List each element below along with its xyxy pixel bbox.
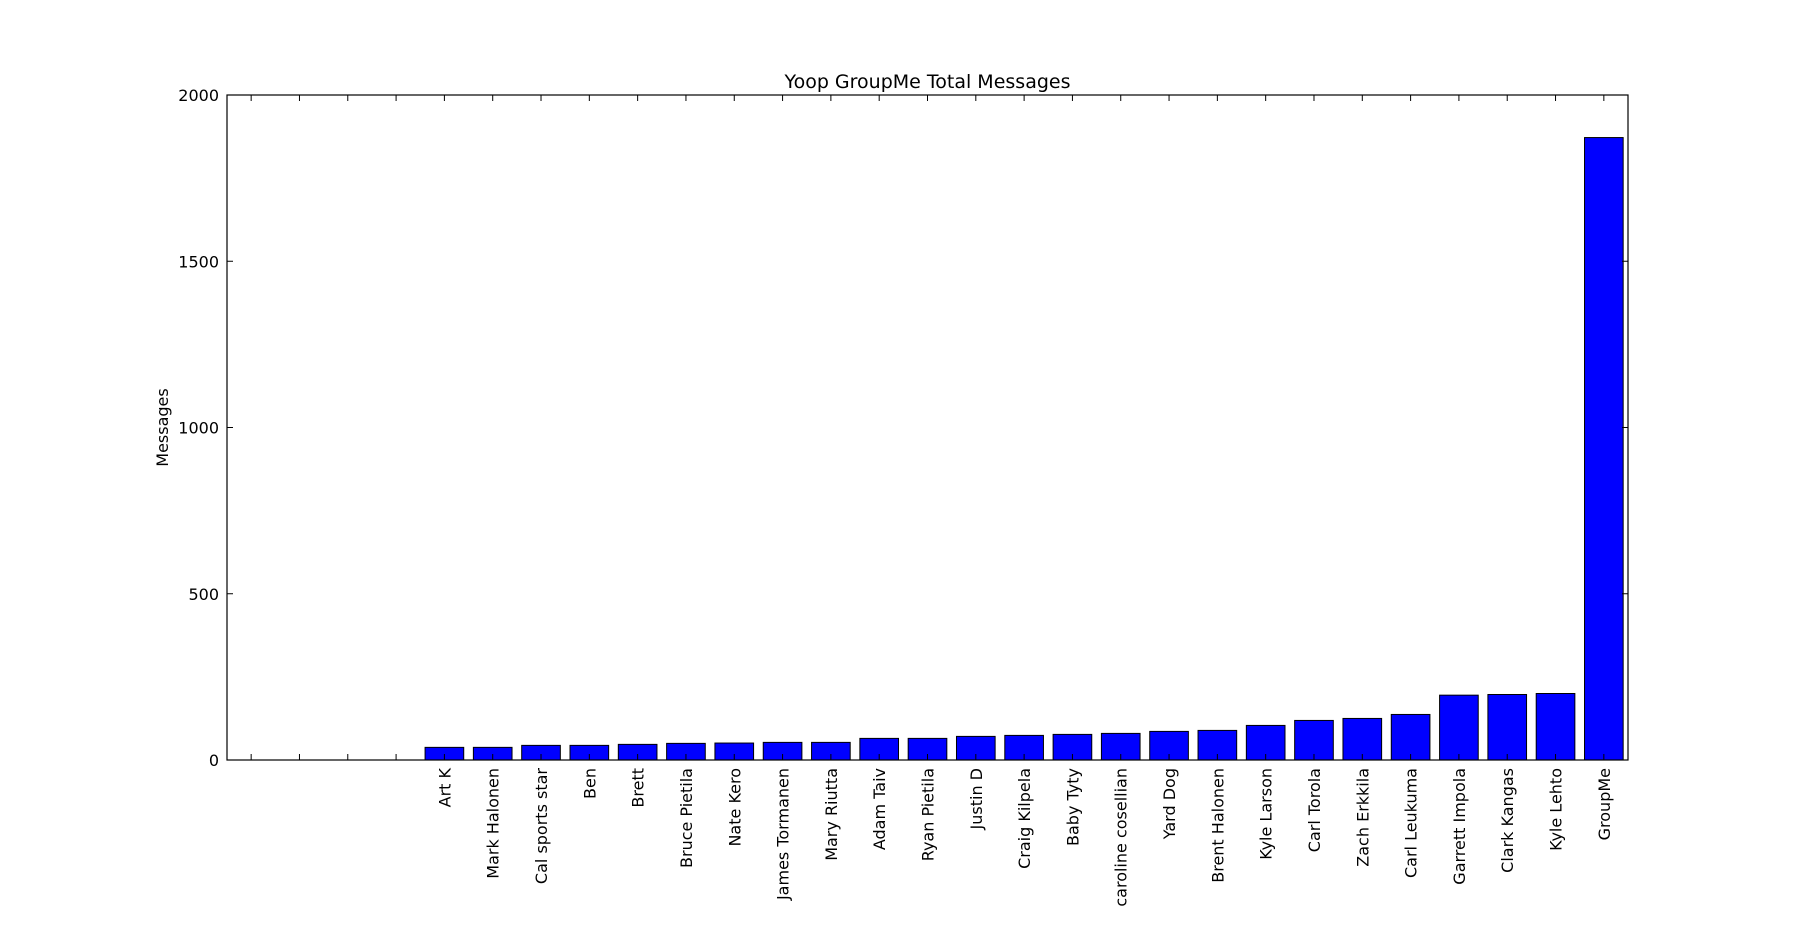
- x-tick-label: Mary Riutta: [822, 768, 841, 861]
- x-tick-label: Brent Halonen: [1208, 768, 1227, 883]
- bar-zach-erkkila: [1342, 717, 1383, 761]
- x-tick-label: Baby Tyty: [1063, 768, 1082, 846]
- bar-clark-kangas: [1487, 693, 1528, 761]
- x-tick-label: Adam Taiv: [870, 768, 889, 850]
- x-tick-label: GroupMe: [1595, 768, 1614, 840]
- y-tick-labels: 0 500 1000 1500 2000: [178, 86, 219, 770]
- bars-layer: [424, 137, 1624, 761]
- y-tick-label: 1500: [178, 252, 219, 271]
- x-tick-label: Cal sports star: [532, 768, 551, 884]
- x-tick-label: James Tormanen: [774, 768, 793, 901]
- x-tick-label: Brett: [629, 768, 648, 808]
- x-tick-label: Ryan Pietila: [919, 768, 938, 861]
- ticks-layer: [227, 94, 1628, 761]
- axes-frame: [226, 94, 1629, 761]
- x-tick-label: Mark Halonen: [484, 768, 503, 879]
- bar-groupme: [1584, 137, 1624, 761]
- y-tick-label: 500: [188, 585, 219, 604]
- bar-carl-torola: [1294, 719, 1334, 761]
- chart-title: Yoop GroupMe Total Messages: [784, 71, 1071, 93]
- x-tick-label: Craig Kilpela: [1015, 768, 1034, 869]
- bar-kyle-lehto: [1535, 693, 1576, 761]
- x-tick-label: Zach Erkkila: [1353, 768, 1372, 867]
- x-tick-label: caroline cosellian: [1112, 768, 1131, 907]
- x-tick-label: Clark Kangas: [1498, 768, 1517, 873]
- y-tick-label: 1000: [178, 419, 219, 438]
- x-tick-label: Kyle Larson: [1257, 768, 1276, 860]
- x-tick-label: Justin D: [967, 768, 986, 830]
- bar-carl-leukuma: [1390, 713, 1431, 761]
- bar-garrett-impola: [1439, 694, 1479, 761]
- x-tick-label: Art K: [435, 767, 454, 807]
- x-tick-labels: Art K Mark Halonen Cal sports star Ben Brett…: [435, 767, 1613, 906]
- x-tick-label: Bruce Pietila: [677, 768, 696, 868]
- x-tick-label: Garrett Impola: [1450, 768, 1469, 885]
- x-tick-label: Carl Torola: [1305, 768, 1324, 852]
- x-tick-label: Ben: [580, 768, 599, 799]
- x-tick-label: Carl Leukuma: [1402, 768, 1421, 878]
- y-tick-label: 0: [209, 751, 219, 770]
- y-tick-label: 2000: [178, 86, 219, 105]
- y-axis-title: Messages: [153, 388, 172, 466]
- x-tick-label: Nate Kero: [725, 768, 744, 847]
- x-tick-label: Kyle Lehto: [1547, 768, 1566, 851]
- x-tick-label: Yard Dog: [1160, 768, 1179, 840]
